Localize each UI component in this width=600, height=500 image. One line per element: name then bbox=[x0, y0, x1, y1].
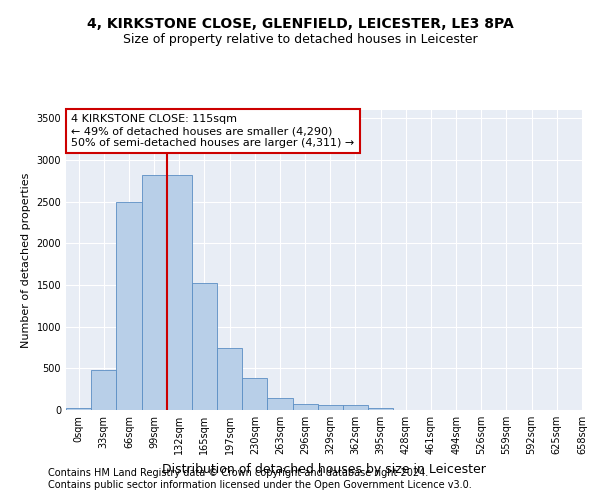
Bar bbox=[142, 175, 167, 410]
Bar bbox=[318, 406, 343, 410]
Bar bbox=[116, 202, 142, 410]
Bar bbox=[343, 406, 368, 410]
Bar bbox=[242, 378, 268, 410]
X-axis label: Distribution of detached houses by size in Leicester: Distribution of detached houses by size … bbox=[162, 462, 486, 475]
Bar bbox=[167, 175, 192, 410]
Bar bbox=[368, 408, 393, 410]
Text: Contains public sector information licensed under the Open Government Licence v3: Contains public sector information licen… bbox=[48, 480, 472, 490]
Text: Size of property relative to detached houses in Leicester: Size of property relative to detached ho… bbox=[122, 32, 478, 46]
Text: 4 KIRKSTONE CLOSE: 115sqm
← 49% of detached houses are smaller (4,290)
50% of se: 4 KIRKSTONE CLOSE: 115sqm ← 49% of detac… bbox=[71, 114, 355, 148]
Bar bbox=[268, 398, 293, 410]
Bar bbox=[91, 370, 116, 410]
Text: Contains HM Land Registry data © Crown copyright and database right 2024.: Contains HM Land Registry data © Crown c… bbox=[48, 468, 428, 477]
Bar bbox=[293, 404, 318, 410]
Bar bbox=[217, 348, 242, 410]
Y-axis label: Number of detached properties: Number of detached properties bbox=[21, 172, 31, 348]
Bar bbox=[66, 408, 91, 410]
Text: 4, KIRKSTONE CLOSE, GLENFIELD, LEICESTER, LE3 8PA: 4, KIRKSTONE CLOSE, GLENFIELD, LEICESTER… bbox=[86, 18, 514, 32]
Bar bbox=[192, 284, 217, 410]
